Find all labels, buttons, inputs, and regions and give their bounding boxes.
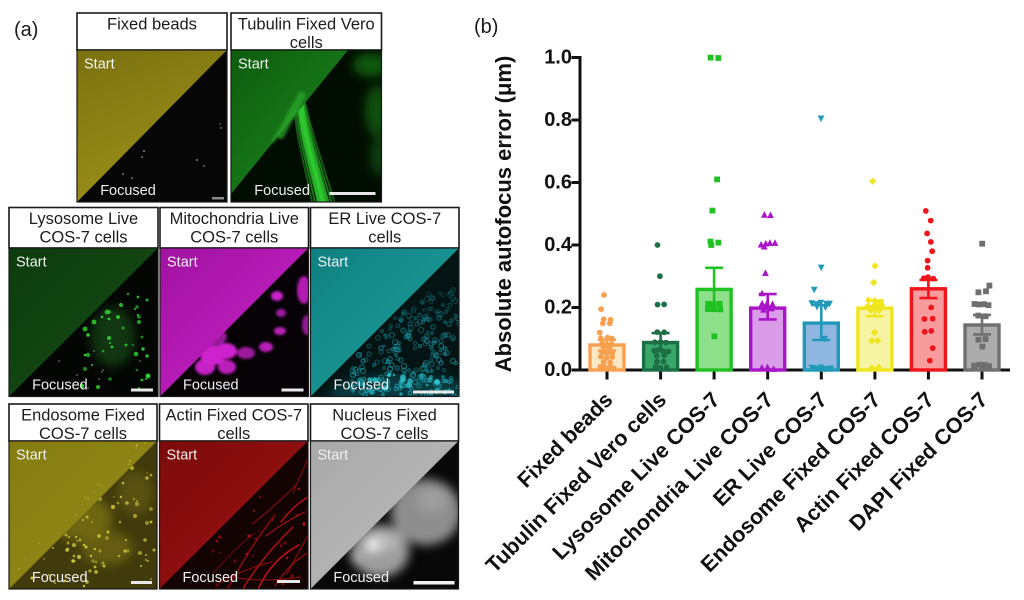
svg-text:Focused: Focused [100, 183, 156, 199]
svg-text:COS-7 cells: COS-7 cells [340, 425, 428, 443]
svg-text:Focused: Focused [254, 183, 310, 199]
svg-text:Endosome Fixed: Endosome Fixed [21, 407, 145, 425]
svg-text:Focused: Focused [183, 378, 239, 394]
svg-text:Absolute autofocus error (μm): Absolute autofocus error (μm) [491, 56, 516, 373]
svg-text:COS-7 cells: COS-7 cells [39, 229, 127, 247]
svg-text:Start: Start [318, 255, 349, 271]
svg-text:Lysosome Live: Lysosome Live [29, 210, 138, 228]
svg-text:Focused: Focused [333, 570, 389, 586]
svg-text:COS-7 cells: COS-7 cells [39, 425, 127, 443]
svg-text:0.4: 0.4 [544, 234, 573, 256]
svg-text:Tubulin Fixed Vero: Tubulin Fixed Vero [238, 16, 375, 34]
svg-text:1.0: 1.0 [544, 47, 572, 69]
svg-text:COS-7 cells: COS-7 cells [190, 229, 278, 247]
svg-text:Focused: Focused [183, 570, 239, 586]
svg-text:(a): (a) [14, 19, 38, 41]
svg-text:0.0: 0.0 [544, 359, 572, 381]
svg-text:0.6: 0.6 [544, 172, 572, 194]
svg-text:Start: Start [167, 255, 198, 271]
svg-text:cells: cells [217, 425, 250, 443]
svg-text:0.8: 0.8 [544, 109, 572, 131]
svg-text:Start: Start [84, 57, 115, 73]
svg-text:Focused: Focused [32, 378, 88, 394]
svg-text:cells: cells [368, 229, 401, 247]
svg-text:Start: Start [167, 448, 198, 464]
svg-text:Start: Start [16, 448, 47, 464]
svg-text:Start: Start [238, 57, 269, 73]
svg-text:(b): (b) [474, 16, 498, 38]
svg-text:cells: cells [290, 34, 323, 52]
svg-text:Mitochondria Live: Mitochondria Live [170, 210, 299, 228]
svg-text:Focused: Focused [32, 570, 88, 586]
svg-text:0.2: 0.2 [544, 297, 572, 319]
svg-text:Actin Fixed COS-7: Actin Fixed COS-7 [165, 407, 302, 425]
svg-text:ER Live COS-7: ER Live COS-7 [328, 210, 441, 228]
svg-text:Start: Start [318, 448, 349, 464]
svg-text:Fixed beads: Fixed beads [107, 16, 197, 34]
svg-text:Focused: Focused [334, 378, 390, 394]
svg-text:Nucleus Fixed: Nucleus Fixed [332, 407, 437, 425]
svg-text:Start: Start [16, 255, 47, 271]
